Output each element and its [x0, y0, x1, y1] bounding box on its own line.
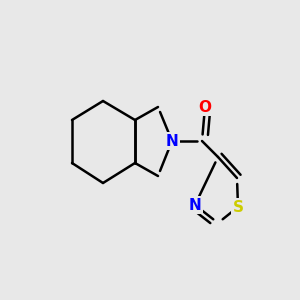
- Text: N: N: [166, 134, 178, 148]
- Text: N: N: [189, 197, 201, 212]
- Text: S: S: [232, 200, 244, 214]
- Text: O: O: [199, 100, 212, 115]
